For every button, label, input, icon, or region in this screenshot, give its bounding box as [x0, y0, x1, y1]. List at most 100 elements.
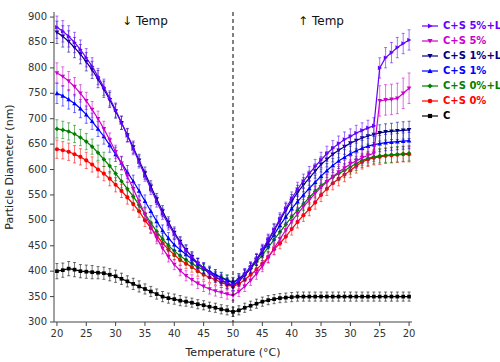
error-bar — [173, 294, 176, 304]
marker — [119, 189, 123, 193]
marker — [84, 158, 88, 162]
error-bar — [55, 16, 58, 38]
x-tick — [86, 322, 87, 326]
marker — [272, 246, 277, 250]
error-bar — [220, 287, 223, 297]
error-bar — [208, 268, 211, 278]
marker — [266, 237, 270, 242]
error-bar — [102, 152, 105, 166]
marker — [96, 167, 100, 171]
marker — [372, 124, 376, 129]
marker — [61, 29, 65, 34]
error-bar — [390, 292, 393, 301]
error-bar — [220, 275, 223, 285]
legend-swatch-marker — [428, 23, 433, 28]
error-bar — [114, 103, 117, 117]
error-bar — [255, 253, 258, 264]
marker — [272, 297, 276, 301]
error-bar — [202, 263, 205, 273]
error-bar — [161, 243, 164, 254]
marker — [249, 304, 253, 308]
legend-swatch-marker — [427, 68, 432, 73]
marker — [395, 295, 399, 299]
error-bar — [138, 281, 141, 292]
error-bar — [85, 265, 88, 278]
error-bar — [143, 209, 146, 220]
marker — [377, 141, 382, 145]
error-bar — [108, 91, 111, 106]
error-bar — [190, 298, 193, 307]
marker — [90, 144, 95, 149]
error-bar — [408, 30, 411, 50]
marker — [149, 225, 154, 229]
error-bar — [126, 128, 129, 141]
error-bar — [220, 305, 223, 314]
error-bar — [214, 286, 217, 296]
marker — [383, 153, 388, 158]
legend-label: C — [443, 110, 450, 121]
marker — [67, 150, 71, 154]
marker — [302, 295, 306, 299]
marker — [243, 272, 247, 277]
error-bar — [67, 90, 70, 109]
error-bar — [138, 195, 141, 207]
marker — [167, 296, 171, 300]
marker — [67, 267, 71, 271]
error-bar — [196, 258, 199, 268]
marker — [78, 91, 83, 95]
marker — [219, 291, 224, 295]
marker — [295, 212, 300, 216]
marker — [55, 269, 59, 273]
error-bar — [390, 123, 393, 139]
error-bar — [384, 124, 387, 140]
error-bar — [173, 259, 176, 269]
error-bar — [290, 215, 293, 228]
marker — [78, 135, 83, 140]
error-bar — [261, 261, 264, 272]
error-bar — [149, 183, 152, 194]
error-bar — [91, 58, 94, 75]
marker — [73, 40, 77, 45]
error-bar — [384, 85, 387, 115]
x-tick — [144, 322, 145, 326]
error-bar — [243, 269, 246, 279]
marker — [383, 140, 388, 144]
marker — [125, 187, 130, 192]
marker — [208, 270, 212, 275]
marker — [73, 268, 77, 272]
error-bar — [85, 49, 88, 67]
error-bar — [202, 264, 205, 274]
error-bar — [296, 292, 299, 301]
marker — [401, 91, 406, 95]
y-tick-label: 350 — [28, 291, 47, 302]
error-bar — [185, 271, 188, 281]
error-bar — [79, 265, 82, 278]
error-bar — [161, 225, 164, 236]
error-bar — [302, 174, 305, 188]
error-bar — [143, 208, 146, 220]
error-bar — [55, 140, 58, 158]
marker — [330, 175, 335, 179]
error-bar — [296, 182, 299, 196]
marker — [313, 295, 317, 299]
error-bar — [85, 133, 88, 149]
error-bar — [349, 156, 352, 171]
x-tick — [115, 322, 116, 326]
marker — [343, 137, 347, 142]
error-bar — [120, 273, 123, 284]
marker — [78, 106, 83, 110]
marker — [289, 220, 294, 224]
marker — [196, 261, 200, 266]
error-bar — [155, 196, 158, 207]
error-bar — [120, 175, 123, 188]
error-bar — [408, 73, 411, 103]
marker — [96, 127, 101, 131]
error-bar — [155, 289, 158, 299]
marker — [126, 133, 130, 138]
error-bar — [261, 297, 264, 306]
marker — [108, 273, 112, 277]
error-bar — [190, 252, 193, 262]
error-bar — [237, 286, 240, 296]
marker — [155, 292, 159, 296]
marker — [61, 128, 66, 133]
